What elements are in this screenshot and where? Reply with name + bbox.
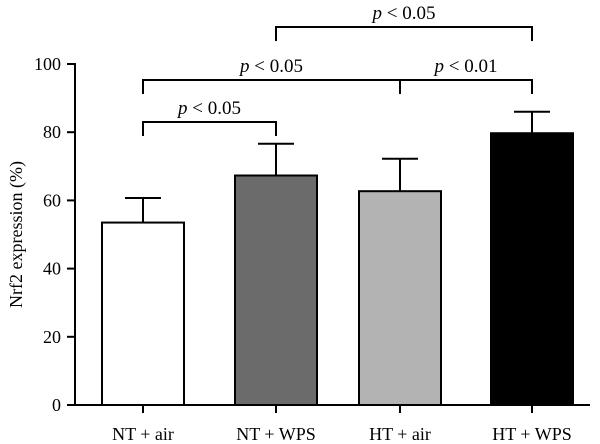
error-bar <box>514 110 550 134</box>
error-bar <box>258 142 294 176</box>
x-tick-label: NT + WPS <box>236 424 316 444</box>
y-tick-label: 40 <box>43 259 61 279</box>
error-bar <box>382 157 418 192</box>
y-axis: 0 20 40 60 80 100 <box>34 54 76 415</box>
significance-brackets: p < 0.05 p < 0.05 p < 0.01 p < 0.05 <box>142 3 533 136</box>
bar <box>101 221 185 406</box>
bar <box>490 132 574 407</box>
significance-label: p < 0.05 <box>176 98 241 119</box>
x-tick-label: NT + air <box>112 424 174 444</box>
significance-bracket: p < 0.05 <box>142 98 277 136</box>
significance-label: p < 0.01 <box>433 56 498 77</box>
significance-bracket: p < 0.01 <box>399 56 533 94</box>
y-tick-label: 100 <box>34 54 61 74</box>
x-tick-label: HT + air <box>369 424 431 444</box>
significance-bracket: p < 0.05 <box>142 56 401 94</box>
error-bars <box>125 110 550 223</box>
y-tick-label: 20 <box>43 327 61 347</box>
bar <box>234 174 318 406</box>
x-axis: NT + air NT + WPS HT + air HT + WPS <box>75 404 590 444</box>
y-tick-label: 0 <box>52 395 61 415</box>
y-tick-label: 60 <box>43 190 61 210</box>
bars <box>101 132 574 407</box>
bar <box>358 190 442 406</box>
significance-label: p < 0.05 <box>238 56 303 77</box>
significance-label: p < 0.05 <box>371 3 436 24</box>
significance-bracket: p < 0.05 <box>275 3 533 41</box>
error-bar <box>125 197 161 223</box>
y-axis-label: Nrf2 expression (%) <box>6 161 27 308</box>
x-tick-label: HT + WPS <box>492 424 572 444</box>
y-tick-label: 80 <box>43 122 61 142</box>
